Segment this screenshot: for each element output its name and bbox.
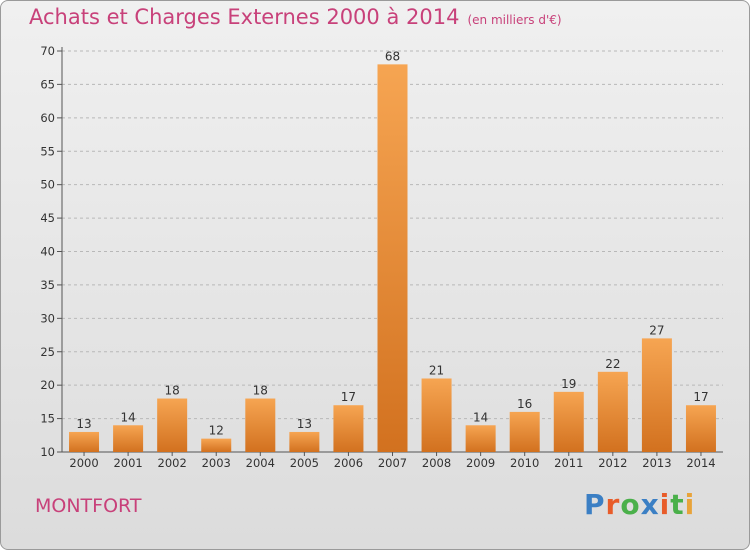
x-tick-label: 2007	[378, 456, 407, 470]
data-label: 17	[341, 390, 356, 404]
y-tick-label: 10	[40, 445, 55, 459]
data-label: 14	[473, 410, 488, 424]
x-tick-label: 2006	[334, 456, 363, 470]
bar	[157, 398, 188, 452]
logo-letter: i	[684, 488, 696, 521]
bar	[421, 378, 452, 452]
data-label: 17	[693, 390, 708, 404]
bar	[465, 425, 496, 452]
data-label: 13	[76, 417, 91, 431]
label-layer: 13 14 18 12 18 13 17 68 21 14 16 19 22 27 17	[76, 49, 708, 437]
bar	[597, 371, 628, 452]
data-label: 27	[649, 323, 664, 337]
bar	[377, 64, 408, 452]
bar	[685, 405, 716, 452]
bar	[553, 391, 584, 452]
bar	[245, 398, 276, 452]
x-tick-label: 2004	[246, 456, 275, 470]
y-tick-label: 60	[40, 111, 55, 125]
bar-layer	[69, 64, 716, 452]
y-tick-label: 30	[40, 311, 55, 325]
bar	[201, 438, 232, 452]
y-tick-label: 35	[40, 278, 55, 292]
data-label: 68	[385, 49, 400, 63]
logo-letter: P	[584, 488, 606, 521]
chart-title-text: Achats et Charges Externes 2000 à 2014	[29, 5, 460, 29]
logo-letter: r	[605, 488, 621, 521]
chart-unit: (en milliers d'€)	[467, 13, 562, 27]
y-tick-label: 55	[40, 144, 55, 158]
y-tick-label: 20	[40, 378, 55, 392]
x-tick-label: 2010	[510, 456, 539, 470]
data-label: 14	[120, 410, 135, 424]
data-label: 18	[165, 384, 180, 398]
x-tick-label: 2003	[202, 456, 231, 470]
chart-title: Achats et Charges Externes 2000 à 2014 (e…	[29, 5, 562, 29]
bar	[113, 425, 144, 452]
y-tick-label: 15	[40, 412, 55, 426]
data-label: 16	[517, 397, 532, 411]
logo-letter: o	[620, 488, 641, 521]
data-label: 13	[297, 417, 312, 431]
x-tick-label: 2000	[69, 456, 98, 470]
logo-letter: x	[640, 488, 660, 521]
x-tick-label: 2012	[598, 456, 627, 470]
proxiti-logo[interactable]: Proxiti	[584, 488, 695, 521]
axis-layer: 10 15 20 25 30 35 40 45 50 55 60 65 70 2000 2001 2002 20…	[40, 44, 723, 470]
y-tick-label: 40	[40, 245, 55, 259]
x-tick-label: 2008	[422, 456, 451, 470]
y-tick-label: 70	[40, 44, 55, 58]
x-tick-label: 2001	[113, 456, 142, 470]
x-tick-label: 2014	[686, 456, 715, 470]
x-tick-label: 2011	[554, 456, 583, 470]
data-label: 21	[429, 363, 444, 377]
y-tick-label: 45	[40, 211, 55, 225]
data-label: 19	[561, 377, 576, 391]
logo-letter: i	[659, 488, 671, 521]
bar	[509, 411, 540, 452]
x-tick-label: 2005	[290, 456, 319, 470]
y-tick-label: 25	[40, 345, 55, 359]
commune-name: MONTFORT	[35, 495, 142, 517]
bar	[333, 405, 364, 452]
x-tick-label: 2002	[158, 456, 187, 470]
y-tick-label: 50	[40, 178, 55, 192]
logo-letter: t	[670, 488, 685, 521]
bar	[69, 431, 100, 452]
x-tick-label: 2013	[642, 456, 671, 470]
y-tick-label: 65	[40, 77, 55, 91]
data-label: 18	[253, 384, 268, 398]
bar	[289, 431, 320, 452]
data-label: 12	[209, 424, 224, 438]
data-label: 22	[605, 357, 620, 371]
x-tick-label: 2009	[466, 456, 495, 470]
bar	[641, 338, 672, 452]
